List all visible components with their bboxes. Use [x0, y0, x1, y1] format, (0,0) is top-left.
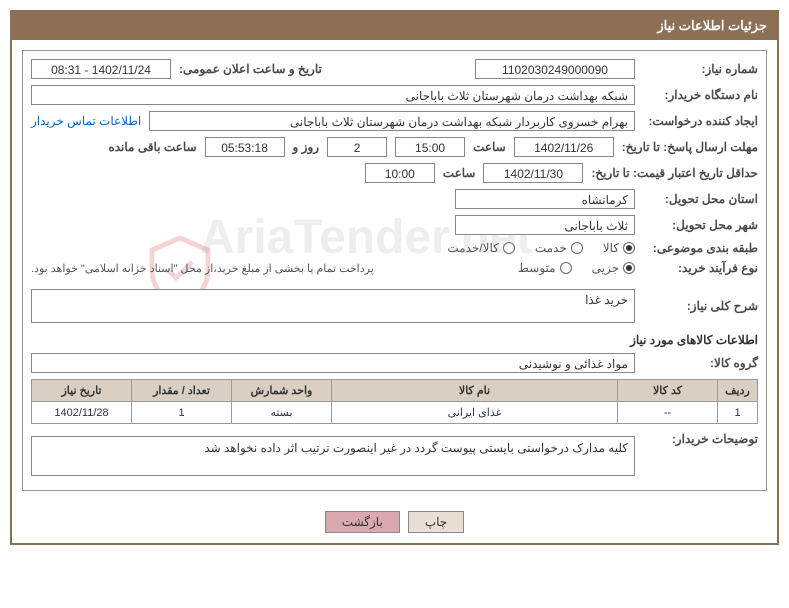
goods-info-title: اطلاعات کالاهای مورد نیاز [31, 333, 758, 347]
td-date: 1402/11/28 [32, 402, 132, 424]
table-header-row: ردیف کد کالا نام کالا واحد شمارش تعداد /… [32, 380, 758, 402]
label-requester: ایجاد کننده درخواست: [643, 114, 758, 128]
print-button[interactable]: چاپ [408, 511, 464, 533]
radio-partial-circle [623, 262, 635, 274]
field-buyer-notes: کلیه مدارک درخواستی بایستی پیوست گردد در… [31, 436, 635, 476]
label-days-and: روز و [293, 140, 320, 154]
row-buyer-org: نام دستگاه خریدار: شبکه بهداشت درمان شهر… [31, 85, 758, 105]
table-row: 1 -- غذای ایرانی بسته 1 1402/11/28 [32, 402, 758, 424]
button-bar: چاپ بازگشت [12, 501, 777, 543]
label-need-number: شماره نیاز: [643, 62, 758, 76]
label-remaining: ساعت باقی مانده [108, 140, 196, 154]
th-date: تاریخ نیاز [32, 380, 132, 402]
label-announce-datetime: تاریخ و ساعت اعلان عمومی: [179, 62, 322, 76]
field-need-desc: خرید غذا [31, 289, 635, 323]
label-goods-group: گروه کالا: [643, 356, 758, 370]
td-code: -- [618, 402, 718, 424]
radio-medium-label: متوسط [518, 261, 556, 275]
row-requester: ایجاد کننده درخواست: بهرام خسروی کاربردا… [31, 111, 758, 131]
category-radio-group: کالا خدمت کالا/خدمت [447, 241, 635, 255]
payment-note: پرداخت تمام یا بخشی از مبلغ خرید،از محل … [31, 262, 374, 275]
th-qty: تعداد / مقدار [132, 380, 232, 402]
row-need-desc: شرح کلی نیاز: خرید غذا [31, 289, 758, 323]
row-price-validity: حداقل تاریخ اعتبار قیمت: تا تاریخ: 1402/… [31, 163, 758, 183]
field-city: ثلاث باباجانی [455, 215, 635, 235]
goods-table: ردیف کد کالا نام کالا واحد شمارش تعداد /… [31, 379, 758, 424]
field-goods-group: مواد غذائی و نوشیدنی [31, 353, 635, 373]
row-need-number: شماره نیاز: 1102030249000090 تاریخ و ساع… [31, 59, 758, 79]
row-process: نوع فرآیند خرید: جزیی متوسط پرداخت تمام … [31, 261, 758, 275]
td-name: غذای ایرانی [332, 402, 618, 424]
label-category: طبقه بندی موضوعی: [643, 241, 758, 255]
th-code: کد کالا [618, 380, 718, 402]
label-province: استان محل تحویل: [643, 192, 758, 206]
label-need-desc: شرح کلی نیاز: [643, 299, 758, 313]
radio-goods-service-label: کالا/خدمت [447, 241, 498, 255]
row-city: شهر محل تحویل: ثلاث باباجانی [31, 215, 758, 235]
label-buyer-org: نام دستگاه خریدار: [643, 88, 758, 102]
label-city: شهر محل تحویل: [643, 218, 758, 232]
td-qty: 1 [132, 402, 232, 424]
radio-goods-service-circle [503, 242, 515, 254]
th-unit: واحد شمارش [232, 380, 332, 402]
label-response-deadline: مهلت ارسال پاسخ: تا تاریخ: [622, 140, 758, 154]
label-process: نوع فرآیند خرید: [643, 261, 758, 275]
field-remaining-days: 2 [327, 137, 387, 157]
row-buyer-notes: توضیحات خریدار: کلیه مدارک درخواستی بایس… [31, 432, 758, 476]
row-response-deadline: مهلت ارسال پاسخ: تا تاریخ: 1402/11/26 سا… [31, 137, 758, 157]
row-province: استان محل تحویل: کرمانشاه [31, 189, 758, 209]
label-time-2: ساعت [443, 166, 476, 180]
label-buyer-notes: توضیحات خریدار: [643, 432, 758, 446]
main-panel: شماره نیاز: 1102030249000090 تاریخ و ساع… [22, 50, 767, 491]
radio-goods-label: کالا [603, 241, 619, 255]
process-radio-group: جزیی متوسط [518, 261, 635, 275]
outer-container: جزئیات اطلاعات نیاز شماره نیاز: 11020302… [10, 10, 779, 545]
radio-medium-circle [560, 262, 572, 274]
row-goods-group: گروه کالا: مواد غذائی و نوشیدنی [31, 353, 758, 373]
radio-goods-circle [623, 242, 635, 254]
radio-partial[interactable]: جزیی [592, 261, 635, 275]
label-price-validity: حداقل تاریخ اعتبار قیمت: تا تاریخ: [591, 166, 758, 180]
th-name: نام کالا [332, 380, 618, 402]
field-validity-date: 1402/11/30 [483, 163, 583, 183]
th-row: ردیف [718, 380, 758, 402]
field-requester: بهرام خسروی کاربردار شبکه بهداشت درمان ش… [149, 111, 635, 131]
field-response-date: 1402/11/26 [514, 137, 614, 157]
title-bar: جزئیات اطلاعات نیاز [12, 12, 777, 40]
field-buyer-org: شبکه بهداشت درمان شهرستان ثلاث باباجانی [31, 85, 635, 105]
radio-service-circle [571, 242, 583, 254]
contact-link[interactable]: اطلاعات تماس خریدار [31, 114, 141, 128]
radio-medium[interactable]: متوسط [518, 261, 572, 275]
field-remaining-time: 05:53:18 [205, 137, 285, 157]
field-province: کرمانشاه [455, 189, 635, 209]
td-row: 1 [718, 402, 758, 424]
td-unit: بسته [232, 402, 332, 424]
radio-service-label: خدمت [535, 241, 567, 255]
field-announce-datetime: 1402/11/24 - 08:31 [31, 59, 171, 79]
radio-service[interactable]: خدمت [535, 241, 583, 255]
radio-goods-service[interactable]: کالا/خدمت [447, 241, 514, 255]
back-button[interactable]: بازگشت [325, 511, 400, 533]
label-time-1: ساعت [473, 140, 506, 154]
radio-goods[interactable]: کالا [603, 241, 635, 255]
field-need-number: 1102030249000090 [475, 59, 635, 79]
field-validity-time: 10:00 [365, 163, 435, 183]
field-response-time: 15:00 [395, 137, 465, 157]
row-category: طبقه بندی موضوعی: کالا خدمت کالا/خدمت [31, 241, 758, 255]
radio-partial-label: جزیی [592, 261, 619, 275]
